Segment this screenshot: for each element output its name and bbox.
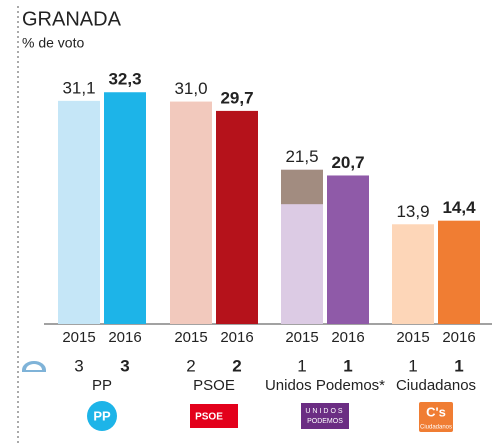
value-label: 29,7 xyxy=(220,88,253,107)
x-tick-label: 2016 xyxy=(220,329,253,346)
value-label: 14,4 xyxy=(442,198,476,217)
bar xyxy=(216,110,258,324)
logo xyxy=(419,402,453,432)
parliament-icon xyxy=(22,361,46,372)
x-tick-label: 2015 xyxy=(174,329,207,346)
value-label: 20,7 xyxy=(331,153,364,172)
value-label: 32,3 xyxy=(108,70,141,89)
chart-title: GRANADA xyxy=(22,8,122,30)
seats: 3 xyxy=(120,356,129,375)
bar xyxy=(104,92,146,324)
seats: 3 xyxy=(74,356,83,375)
bar xyxy=(438,220,480,324)
chart-subtitle: % de voto xyxy=(22,35,84,51)
x-tick-label: 2016 xyxy=(108,329,141,346)
x-tick-label: 2016 xyxy=(442,329,475,346)
category-label: Unidos Podemos* xyxy=(265,377,385,394)
value-label: 13,9 xyxy=(396,202,429,221)
seats: 1 xyxy=(297,356,306,375)
logo xyxy=(301,403,349,429)
bar xyxy=(58,100,100,324)
logo-text: PODEMOS xyxy=(307,418,343,425)
logo-text: C's xyxy=(426,404,446,419)
seats: 2 xyxy=(186,356,195,375)
bar xyxy=(170,101,212,324)
value-label: 31,0 xyxy=(174,79,207,98)
seats: 1 xyxy=(343,356,352,375)
x-tick-label: 2015 xyxy=(396,329,429,346)
logo xyxy=(190,404,238,428)
seats: 1 xyxy=(408,356,417,375)
bar-segment xyxy=(281,169,323,205)
x-tick-label: 2016 xyxy=(331,329,364,346)
logo-text: PP xyxy=(93,408,111,423)
logo-text: UNIDOS xyxy=(305,408,344,415)
seats: 1 xyxy=(454,356,463,375)
category-label: Ciudadanos xyxy=(396,377,476,394)
value-label: 31,1 xyxy=(62,78,95,97)
value-label: 21,5 xyxy=(285,147,318,166)
bar xyxy=(327,175,369,324)
category-label: PP xyxy=(92,377,112,394)
logo-text: PSOE xyxy=(195,412,223,423)
logo xyxy=(87,401,117,431)
seats: 2 xyxy=(232,356,241,375)
logo-text: Ciudadanos xyxy=(420,425,452,431)
x-tick-label: 2015 xyxy=(285,329,318,346)
bar xyxy=(392,224,434,324)
x-tick-label: 2015 xyxy=(62,329,95,346)
category-label: PSOE xyxy=(193,377,235,394)
